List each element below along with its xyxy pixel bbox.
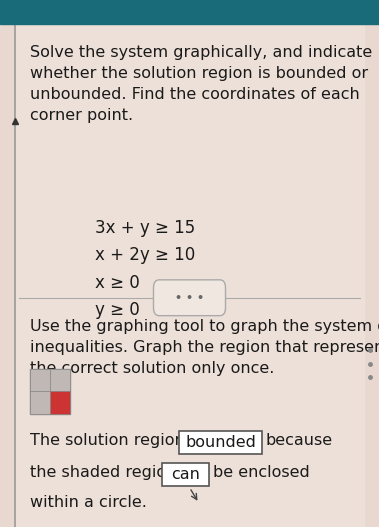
Text: bounded: bounded	[185, 435, 256, 450]
Text: the shaded region: the shaded region	[30, 465, 177, 480]
Bar	[30, 369, 70, 414]
Text: x ≥ 0: x ≥ 0	[95, 274, 139, 291]
Text: x + 2y ≥ 10: x + 2y ≥ 10	[95, 246, 195, 264]
FancyBboxPatch shape	[179, 431, 262, 454]
Text: Use the graphing tool to graph the system of
inequalities. Graph the region that: Use the graphing tool to graph the syste…	[30, 319, 379, 376]
Text: 3x + y ≥ 15: 3x + y ≥ 15	[95, 219, 195, 237]
Text: y ≥ 0: y ≥ 0	[95, 301, 139, 319]
Text: can: can	[171, 467, 200, 482]
FancyBboxPatch shape	[162, 463, 209, 486]
Text: within a circle.: within a circle.	[30, 495, 147, 510]
Bar	[30, 391, 50, 414]
Bar	[50, 369, 70, 391]
Text: be enclosed: be enclosed	[213, 465, 310, 480]
Bar	[30, 369, 50, 391]
Text: Solve the system graphically, and indicate
whether the solution region is bounde: Solve the system graphically, and indica…	[30, 45, 373, 123]
Text: The solution region is: The solution region is	[30, 433, 203, 448]
FancyBboxPatch shape	[153, 280, 226, 316]
Text: because: because	[265, 433, 332, 448]
Bar	[50, 391, 70, 414]
Text: • • •: • • •	[175, 293, 204, 302]
Bar	[0, 0, 379, 24]
